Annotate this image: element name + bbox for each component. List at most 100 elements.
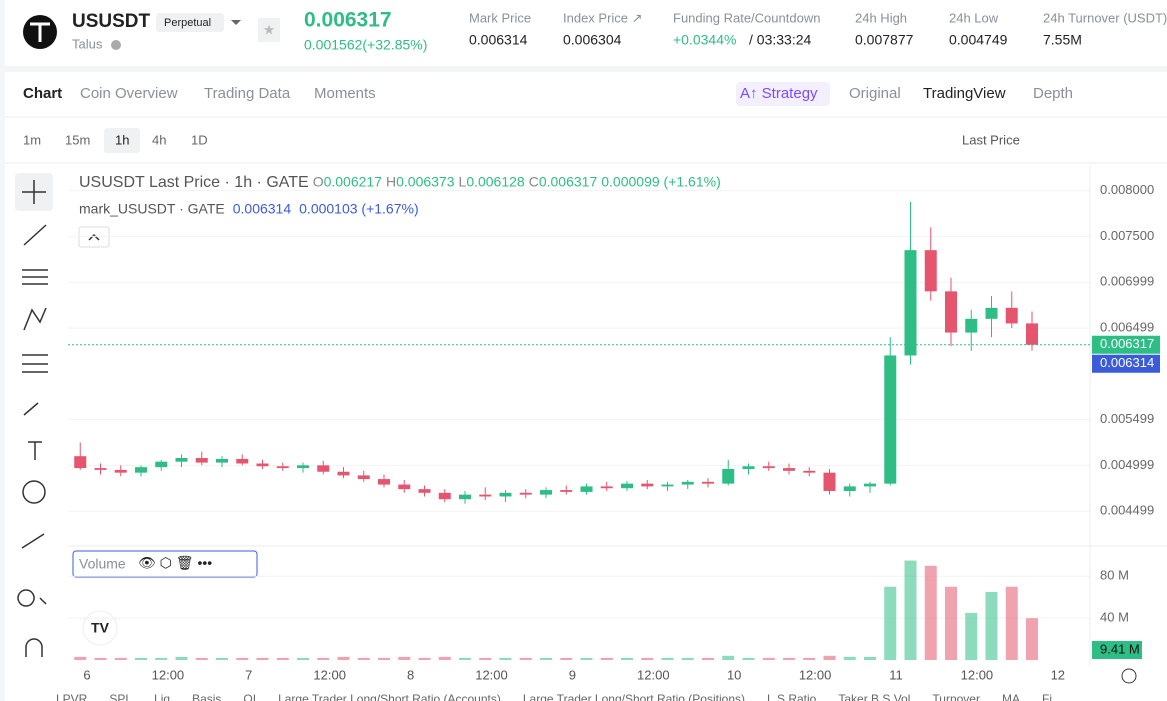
- favorite[interactable]: [258, 18, 280, 42]
- indicator[interactable]: SPL: [109, 692, 132, 701]
- view-tab[interactable]: Original: [849, 85, 901, 102]
- indicator[interactable]: Basis: [192, 692, 221, 701]
- volume-bar: [600, 657, 613, 660]
- volume-bar: [155, 657, 168, 660]
- candle-body: [175, 458, 188, 462]
- star: ★: [263, 22, 276, 38]
- volume-bar: [94, 657, 107, 660]
- tab[interactable]: Chart: [23, 85, 62, 102]
- y-tick-label: 0.008000: [1100, 182, 1154, 197]
- candle-body: [884, 355, 897, 484]
- view-tab[interactable]: TradingView: [923, 85, 1006, 102]
- candle-body: [702, 481, 714, 484]
- candle-body: [438, 492, 451, 500]
- candle-body: [924, 250, 937, 292]
- indicator[interactable]: L.S Ratio: [767, 692, 817, 701]
- volume-bar: [297, 657, 309, 660]
- x-tick-label: 12:00: [799, 667, 832, 682]
- last-price: 0.006317: [304, 9, 392, 32]
- volume-bar: [722, 655, 735, 660]
- candle-body: [722, 469, 735, 484]
- candle-body: [600, 486, 613, 489]
- volume-badge: [1092, 641, 1142, 659]
- volume-bar: [843, 656, 856, 660]
- candle-body: [965, 318, 978, 333]
- volume-bar: [1026, 618, 1038, 660]
- indicator[interactable]: Turnover: [932, 692, 980, 701]
- tab[interactable]: Trading Data: [204, 85, 291, 102]
- candle-body: [499, 492, 512, 497]
- volume-bar: [357, 657, 370, 660]
- price-type[interactable]: Last Price: [962, 132, 1020, 147]
- candle-body: [945, 291, 957, 333]
- volume-bar: [114, 657, 127, 660]
- volume-bar: [418, 657, 431, 660]
- candle-body: [783, 468, 795, 471]
- volume-bar: [195, 657, 208, 660]
- candle-body: [1026, 323, 1038, 345]
- view-tab[interactable]: A↑ Strategy: [740, 85, 818, 102]
- stat-value: 0.004749: [949, 32, 1008, 48]
- volume-tools[interactable]: 👁 ⬡ 🗑 •••: [138, 555, 212, 571]
- volume-bar: [965, 612, 978, 660]
- indicator[interactable]: MA: [1002, 692, 1020, 701]
- candle-body: [580, 486, 593, 492]
- volume-bar: [823, 655, 836, 660]
- volume-bar: [236, 657, 249, 660]
- indicator[interactable]: LPVR: [56, 692, 88, 701]
- interval[interactable]: 1D: [191, 132, 208, 147]
- stat-label: Index Price ↗: [563, 10, 643, 25]
- emoji-tool[interactable]: [22, 480, 46, 504]
- stat-value: 7.55M: [1043, 32, 1082, 48]
- stat-label: 24h Low: [949, 10, 999, 25]
- tab[interactable]: Coin Overview: [80, 85, 178, 102]
- y-tick-label: 0.007500: [1100, 228, 1154, 243]
- settings[interactable]: [1121, 668, 1137, 684]
- candle-body: [155, 461, 168, 468]
- tab[interactable]: Moments: [314, 85, 376, 102]
- volume-bar: [276, 657, 289, 660]
- indicator[interactable]: Large Trader Long/Short Ratio (Accounts): [278, 692, 501, 701]
- candle-body: [94, 468, 107, 470]
- indicator[interactable]: Fi: [1042, 692, 1052, 701]
- x-tick-label: 11: [889, 667, 903, 682]
- dropdown[interactable]: [231, 20, 241, 25]
- view-tab[interactable]: Depth: [1033, 85, 1073, 102]
- ohlc-key: H: [386, 174, 396, 190]
- volume-bar: [519, 657, 532, 660]
- volume-bar: [985, 591, 998, 660]
- interval[interactable]: 1m: [23, 132, 41, 147]
- candle-body: [216, 458, 228, 463]
- candle-body: [519, 492, 532, 495]
- indicator[interactable]: Taker B.S Vol: [838, 692, 910, 701]
- candle-body: [378, 479, 390, 485]
- ohlc-value: 0.006373: [396, 174, 455, 190]
- collapse-button[interactable]: [78, 226, 110, 248]
- y-tick-label: 0.004499: [1100, 503, 1154, 518]
- x-tick-label: 8: [407, 667, 414, 682]
- volume-tick-label: 80 M: [1100, 568, 1129, 583]
- indicator[interactable]: Liq: [154, 692, 170, 701]
- candle-body: [641, 483, 654, 487]
- candle-body: [904, 250, 917, 356]
- candle-body: [114, 469, 127, 473]
- y-tick-label: 0.005499: [1100, 411, 1154, 426]
- volume-bar: [135, 657, 147, 660]
- stat-label: Funding Rate/Countdown: [673, 10, 820, 25]
- drawing-tools[interactable]: [17, 224, 48, 657]
- logo-glyph: [30, 22, 50, 42]
- candle-body: [762, 466, 775, 469]
- x-tick-label: 12:00: [637, 667, 670, 682]
- interval[interactable]: 4h: [152, 132, 166, 147]
- interval[interactable]: 15m: [65, 132, 90, 147]
- volume-bar: [317, 657, 330, 660]
- x-tick-label: 12:00: [961, 667, 994, 682]
- indicator[interactable]: Large Trader Long/Short Ratio (Positions…: [523, 692, 745, 701]
- interval[interactable]: 1h: [115, 132, 129, 147]
- crosshair-tool[interactable]: [22, 180, 46, 204]
- volume-legend-box[interactable]: [72, 550, 258, 578]
- indicator[interactable]: OI: [243, 692, 256, 701]
- header-bar: [5, 0, 1167, 66]
- volume-bar: [661, 657, 674, 660]
